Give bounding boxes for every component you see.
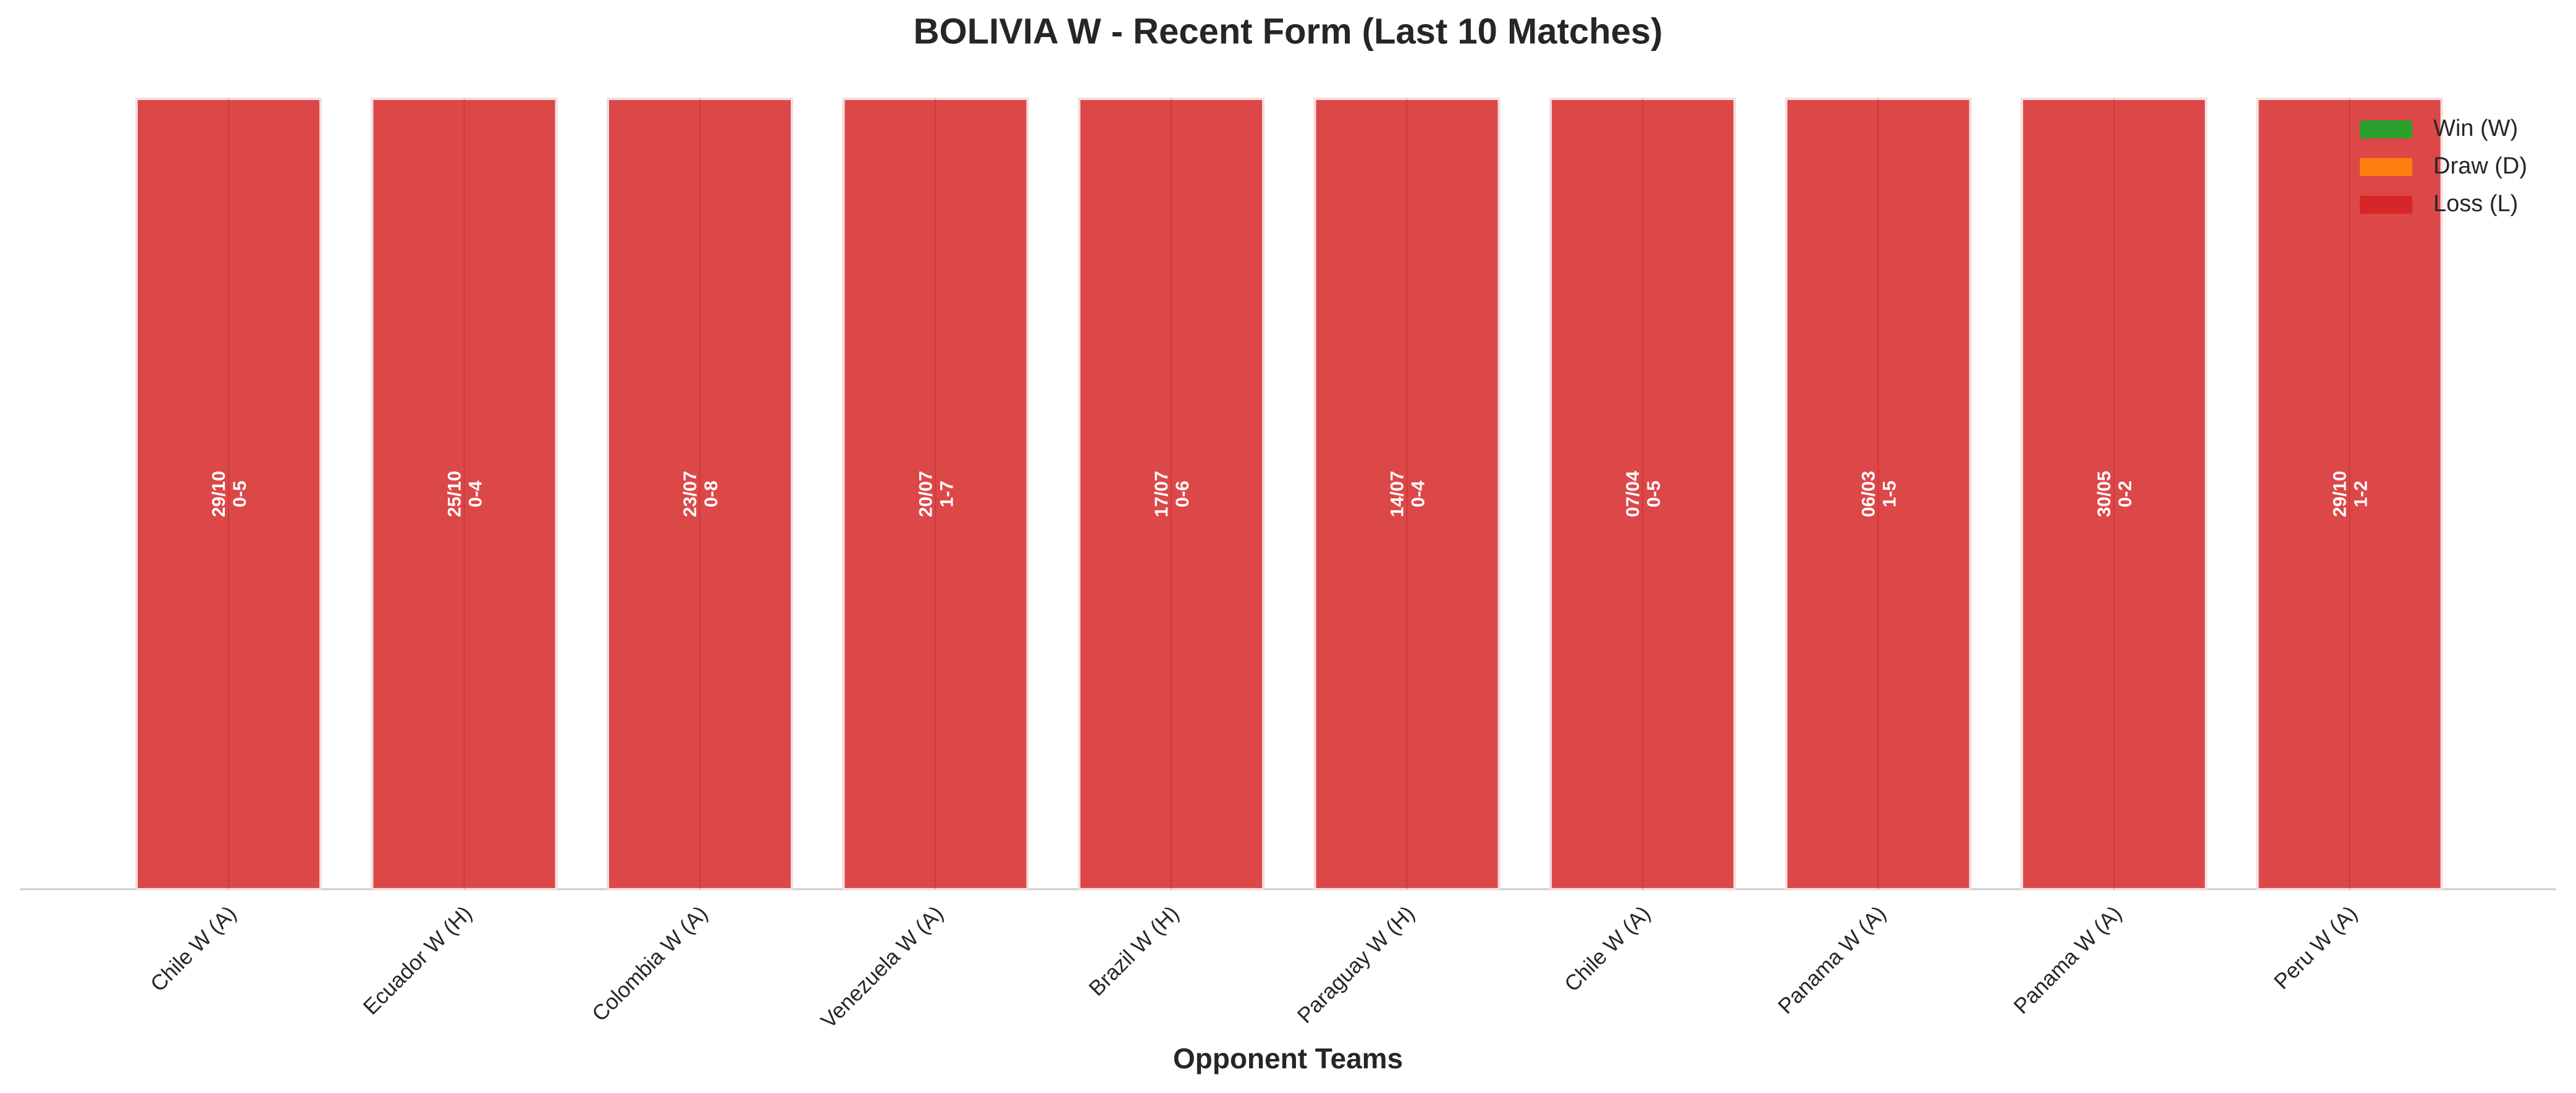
chart-title: BOLIVIA W - Recent Form (Last 10 Matches… [914,11,1663,51]
x-tick-label: Ecuador W (H) [358,902,476,1020]
legend-swatch [2360,120,2412,138]
legend-label: Win (W) [2433,115,2518,141]
match-date: 06/03 [1858,471,1879,517]
x-tick-label: Chile W (A) [1560,902,1655,997]
legend-swatch [2360,158,2412,176]
bar [135,98,322,890]
bar-label: 06/03 1-5 [1858,471,1900,517]
match-date: 23/07 [680,471,701,517]
bar-label: 30/05 0-2 [2094,471,2136,517]
x-tick-label: Panama W (A) [2009,902,2126,1019]
match-date: 30/05 [2094,471,2115,517]
bar [2256,98,2443,890]
match-date: 17/07 [1151,471,1172,517]
bar [371,98,558,890]
bar-label: 17/07 0-6 [1151,471,1193,517]
bar-label: 25/10 0-4 [444,471,486,517]
match-score: 0-4 [465,480,486,508]
legend-label: Loss (L) [2433,191,2518,217]
bar-label: 20/07 1-7 [915,471,957,517]
match-date: 07/04 [1623,471,1643,517]
match-score: 0-5 [230,480,250,507]
match-date: 29/10 [2330,471,2350,517]
bar [607,98,793,890]
x-tick-label: Colombia W (A) [587,902,712,1026]
match-date: 20/07 [915,471,936,517]
match-score: 0-4 [1408,480,1428,508]
x-axis-label: Opponent Teams [1173,1042,1403,1074]
bar [1313,98,1501,890]
bar-label: 23/07 0-8 [680,471,722,517]
legend-swatch [2360,196,2412,214]
match-date: 29/10 [209,471,229,517]
x-tick-label: Panama W (A) [1774,902,1891,1019]
match-date: 25/10 [444,471,465,517]
bar [1549,98,1736,890]
match-date: 14/07 [1387,471,1407,517]
bar [2021,98,2207,890]
bar [842,98,1029,890]
match-score: 1-5 [1879,480,1900,507]
x-tick-label: Chile W (A) [146,902,241,997]
match-score: 0-2 [2115,480,2136,507]
bar-label: 14/07 0-4 [1387,471,1428,517]
match-score: 0-5 [1644,480,1664,507]
match-score: 1-2 [2351,480,2371,507]
bar [1078,98,1265,890]
x-tick-label: Peru W (A) [2270,902,2362,994]
match-score: 0-6 [1172,480,1193,507]
bar-label: 29/10 0-5 [209,471,250,517]
bar-label: 07/04 0-5 [1623,471,1664,517]
x-tick-label: Venezuela W (A) [816,902,948,1033]
match-score: 0-8 [701,480,722,507]
match-score: 1-7 [937,480,957,507]
x-tick-label: Paraguay W (H) [1293,902,1420,1028]
bar [1785,98,1972,890]
legend-label: Draw (D) [2433,153,2527,179]
x-tick-label: Brazil W (H) [1084,902,1184,1001]
bar-label: 29/10 1-2 [2330,471,2371,517]
